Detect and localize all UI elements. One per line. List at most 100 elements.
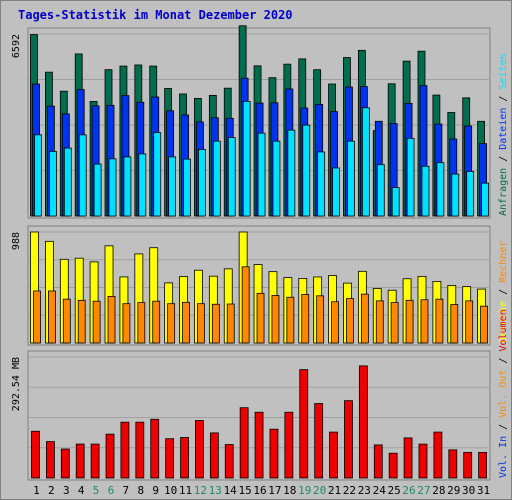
bar-seiten-day-18 bbox=[287, 129, 296, 217]
x-tick-label-day-22: 22 bbox=[343, 484, 356, 497]
bar-volumen-day-6 bbox=[105, 433, 115, 479]
bar-volumen-day-5 bbox=[90, 443, 100, 479]
x-tick-label-day-20: 20 bbox=[313, 484, 326, 497]
legend-volume: Vol. In / Vol. Out / Volumen bbox=[498, 309, 509, 478]
bar-seiten-day-25 bbox=[391, 187, 400, 217]
x-tick-label-day-19: 19 bbox=[298, 484, 311, 497]
bar-seiten-day-10 bbox=[168, 156, 177, 217]
bar-rechner-day-11 bbox=[182, 301, 190, 344]
legend-separator: / bbox=[498, 150, 509, 168]
bar-seiten-day-30 bbox=[466, 171, 475, 217]
bar-seiten-day-20 bbox=[317, 151, 326, 217]
legend-item-volumen: Volumen bbox=[498, 309, 509, 351]
bar-seiten-day-23 bbox=[361, 107, 370, 217]
x-tick-label-day-6: 6 bbox=[108, 484, 115, 497]
bar-volumen-day-23 bbox=[358, 365, 368, 479]
bar-volumen-day-4 bbox=[75, 443, 85, 479]
bar-rechner-day-27 bbox=[420, 299, 429, 344]
bar-volumen-day-2 bbox=[46, 441, 55, 479]
bar-rechner-day-5 bbox=[92, 300, 101, 344]
bar-rechner-day-9 bbox=[152, 300, 161, 344]
x-tick-label-day-28: 28 bbox=[432, 484, 445, 497]
bar-rechner-day-6 bbox=[107, 295, 116, 344]
x-tick-label-day-23: 23 bbox=[358, 484, 371, 497]
bar-volumen-day-3 bbox=[60, 448, 70, 479]
bar-rechner-day-30 bbox=[465, 300, 474, 344]
bar-seiten-day-2 bbox=[49, 150, 57, 217]
y-max-label-visits: 988 bbox=[11, 232, 22, 250]
bar-rechner-day-22 bbox=[346, 298, 354, 344]
legend-item-dateien: Dateien bbox=[498, 108, 509, 150]
bar-seiten-day-31 bbox=[481, 182, 489, 217]
bar-volumen-day-24 bbox=[373, 444, 383, 479]
y-max-label-requests: 6592 bbox=[11, 34, 22, 58]
bar-volumen-day-12 bbox=[195, 420, 204, 479]
bar-seiten-day-7 bbox=[123, 156, 132, 217]
legend-item-seiten: Seiten bbox=[498, 53, 509, 89]
x-tick-label-day-8: 8 bbox=[137, 484, 144, 497]
bar-seiten-day-29 bbox=[451, 173, 460, 217]
legend-requests: Anfragen / Dateien / Seiten bbox=[498, 53, 509, 216]
x-tick-label-day-1: 1 bbox=[33, 484, 40, 497]
bar-rechner-day-24 bbox=[375, 300, 384, 344]
bar-seiten-day-9 bbox=[153, 132, 162, 217]
page-title: Tages-Statistik im Monat Dezember 2020 bbox=[18, 8, 293, 22]
bar-rechner-day-26 bbox=[405, 299, 414, 344]
bar-volumen-day-16 bbox=[254, 411, 264, 479]
bar-seiten-day-4 bbox=[78, 134, 87, 217]
bar-volumen-day-29 bbox=[448, 449, 458, 479]
legend-separator: / bbox=[498, 352, 509, 370]
bar-rechner-day-19 bbox=[301, 294, 310, 344]
bar-volumen-day-15 bbox=[239, 407, 249, 479]
bar-seiten-day-15 bbox=[242, 101, 251, 217]
legend-item-anfragen: Anfragen bbox=[498, 168, 509, 216]
bar-volumen-day-25 bbox=[388, 452, 398, 479]
bar-volumen-day-14 bbox=[224, 444, 234, 479]
x-tick-label-day-15: 15 bbox=[238, 484, 251, 497]
bar-seiten-day-19 bbox=[302, 124, 311, 217]
x-tick-label-day-18: 18 bbox=[283, 484, 296, 497]
bar-volumen-day-10 bbox=[165, 438, 175, 479]
bar-rechner-day-28 bbox=[435, 298, 444, 344]
y-max-label-volume: 292.54 MB bbox=[11, 357, 22, 411]
bar-volumen-day-8 bbox=[135, 421, 145, 479]
bar-seiten-day-22 bbox=[347, 140, 355, 217]
bar-rechner-day-16 bbox=[256, 292, 265, 344]
panel-volume: 292.54 MB Vol. In / Vol. Out / Volumen bbox=[11, 309, 509, 481]
x-tick-label-day-17: 17 bbox=[268, 484, 281, 497]
x-tick-label-day-10: 10 bbox=[164, 484, 177, 497]
bar-seiten-day-17 bbox=[272, 140, 281, 217]
bar-rechner-day-20 bbox=[316, 295, 325, 344]
legend-visits: Besuche / Rechner bbox=[498, 241, 509, 343]
bar-rechner-day-12 bbox=[197, 303, 205, 344]
bar-volumen-day-1 bbox=[31, 430, 40, 479]
x-tick-label-day-7: 7 bbox=[123, 484, 130, 497]
legend-separator: / bbox=[498, 283, 509, 301]
bar-seiten-day-6 bbox=[108, 158, 117, 217]
bar-seiten-day-24 bbox=[376, 164, 385, 217]
x-tick-label-day-9: 9 bbox=[152, 484, 159, 497]
panel-frame-visits bbox=[27, 225, 491, 346]
bar-rechner-day-25 bbox=[390, 302, 399, 344]
bar-volumen-day-27 bbox=[418, 443, 428, 479]
bar-volumen-day-11 bbox=[180, 437, 189, 479]
bar-volumen-day-26 bbox=[403, 437, 413, 479]
bar-rechner-day-3 bbox=[62, 298, 71, 344]
x-tick-label-day-11: 11 bbox=[179, 484, 192, 497]
x-tick-label-day-4: 4 bbox=[78, 484, 85, 497]
bar-rechner-day-13 bbox=[211, 303, 220, 344]
bar-rechner-day-10 bbox=[167, 303, 176, 344]
bar-seiten-day-3 bbox=[63, 147, 72, 217]
bar-seiten-day-1 bbox=[34, 134, 42, 217]
bar-seiten-day-13 bbox=[212, 140, 221, 217]
bar-seiten-day-11 bbox=[183, 158, 191, 217]
bar-seiten-day-27 bbox=[421, 165, 430, 217]
x-tick-label-day-5: 5 bbox=[93, 484, 100, 497]
legend-separator: / bbox=[498, 418, 509, 436]
bar-volumen-day-19 bbox=[299, 369, 309, 479]
bar-volumen-day-7 bbox=[120, 421, 130, 479]
panel-frame-requests bbox=[27, 27, 491, 219]
bar-rechner-day-18 bbox=[286, 296, 295, 344]
x-tick-label-day-24: 24 bbox=[373, 484, 387, 497]
x-tick-label-day-29: 29 bbox=[447, 484, 460, 497]
